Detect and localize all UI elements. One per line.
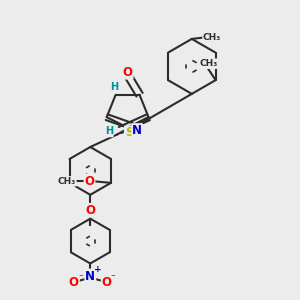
Text: O: O — [85, 175, 94, 188]
Text: CH₃: CH₃ — [203, 33, 221, 42]
Text: H: H — [105, 127, 113, 136]
Text: O: O — [85, 204, 95, 217]
Text: H: H — [110, 82, 118, 92]
Text: +: + — [94, 265, 102, 274]
Text: N: N — [85, 269, 95, 283]
Text: S: S — [125, 127, 133, 140]
Text: O: O — [102, 276, 112, 290]
Text: CH₃: CH₃ — [199, 59, 217, 68]
Text: ⁻: ⁻ — [111, 273, 116, 282]
Text: O: O — [69, 276, 79, 290]
Text: ⁻: ⁻ — [78, 273, 83, 282]
Text: O: O — [123, 66, 133, 79]
Text: CH₃: CH₃ — [58, 177, 76, 186]
Text: N: N — [132, 124, 142, 137]
